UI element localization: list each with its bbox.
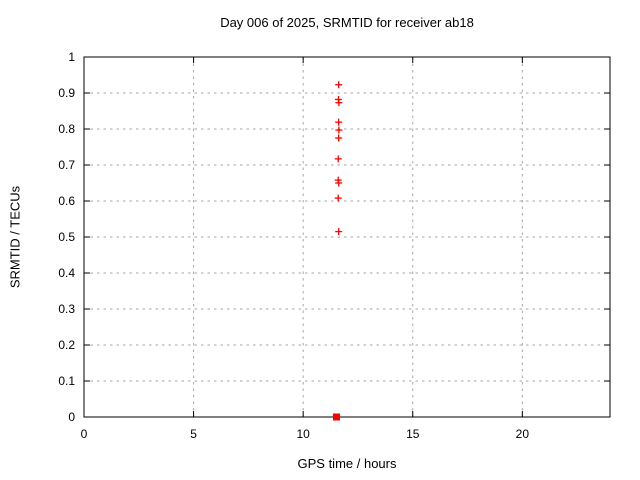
y-tick-label: 0.3 — [58, 302, 75, 316]
x-axis-label: GPS time / hours — [297, 456, 397, 471]
x-tick-label: 20 — [516, 427, 530, 441]
y-tick-label: 0 — [68, 410, 75, 424]
x-tick-label: 10 — [296, 427, 310, 441]
data-point-square — [332, 413, 340, 421]
y-tick-label: 0.8 — [58, 122, 75, 136]
y-tick-label: 0.6 — [58, 194, 75, 208]
x-tick-label: 15 — [406, 427, 420, 441]
y-tick-label: 1 — [68, 50, 75, 64]
y-tick-label: 0.7 — [58, 158, 75, 172]
y-tick-label: 0.9 — [58, 86, 75, 100]
x-tick-label: 0 — [81, 427, 88, 441]
y-tick-label: 0.2 — [58, 338, 75, 352]
chart-title: Day 006 of 2025, SRMTID for receiver ab1… — [220, 15, 474, 30]
y-tick-label: 0.4 — [58, 266, 75, 280]
y-tick-label: 0.1 — [58, 374, 75, 388]
x-tick-label: 5 — [190, 427, 197, 441]
y-tick-label: 0.5 — [58, 230, 75, 244]
